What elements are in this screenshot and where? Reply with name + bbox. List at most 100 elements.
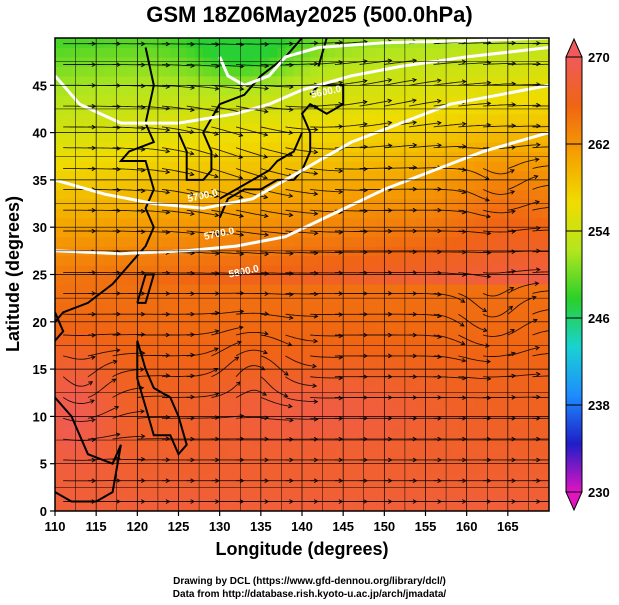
stream-arrow <box>140 433 146 439</box>
streamline <box>186 188 219 198</box>
streamline <box>482 168 515 175</box>
y-tick-label: 45 <box>33 78 47 93</box>
stream-arrow <box>461 121 467 127</box>
stream-arrow <box>288 193 294 198</box>
streamline <box>137 105 170 110</box>
colorbar-tick-label: 246 <box>588 311 610 326</box>
stream-arrow <box>190 107 195 113</box>
coastline <box>219 132 303 200</box>
stream-arrow <box>561 250 565 254</box>
streamline <box>458 147 491 150</box>
stream-arrow <box>214 86 220 91</box>
streamline <box>186 126 219 135</box>
x-tick-label: 120 <box>126 519 148 534</box>
streamline <box>310 251 343 254</box>
streamline <box>285 313 318 317</box>
stream-arrow <box>486 80 492 86</box>
streamline <box>112 168 145 171</box>
stream-arrow <box>510 329 515 334</box>
stream-arrow <box>116 187 121 193</box>
y-axis-label: Latitude (degrees) <box>3 196 23 352</box>
stream-arrow <box>165 148 171 154</box>
streamline <box>161 64 195 67</box>
stream-arrow <box>90 417 96 423</box>
stream-arrow <box>436 98 442 104</box>
y-tick-label: 15 <box>33 362 47 377</box>
stream-arrow <box>460 340 466 346</box>
stream-arrow <box>89 399 95 404</box>
streamline <box>433 80 466 86</box>
stream-arrow <box>535 345 541 351</box>
streamline <box>359 59 392 65</box>
streamline <box>285 334 318 342</box>
streamline <box>458 124 491 128</box>
stream-arrow <box>486 376 492 382</box>
streamline <box>260 168 293 177</box>
stream-arrow <box>561 228 565 232</box>
streamline <box>458 102 491 107</box>
streamline <box>260 417 293 421</box>
stream-arrow <box>140 83 146 89</box>
streamline <box>186 330 219 336</box>
streamline <box>236 209 268 217</box>
stream-arrow <box>190 230 196 236</box>
streamline <box>433 209 466 214</box>
coastline <box>55 396 122 503</box>
stream-arrow <box>459 322 465 327</box>
streamline <box>186 209 219 217</box>
stream-arrow <box>437 143 443 148</box>
streamline <box>458 82 491 86</box>
stream-arrow <box>140 332 146 337</box>
stream-arrow <box>189 191 195 197</box>
stream-arrow <box>289 62 294 68</box>
streamline <box>63 355 96 360</box>
stream-arrow <box>189 171 195 177</box>
height-contour <box>55 131 549 256</box>
streamline <box>235 349 268 357</box>
streamline <box>285 63 318 65</box>
streamline <box>161 188 194 196</box>
streamline <box>458 376 491 380</box>
streamline <box>285 105 318 108</box>
stream-arrow <box>213 173 219 179</box>
streamline <box>260 355 289 376</box>
stream-arrow <box>533 174 539 180</box>
stream-arrow <box>338 395 344 401</box>
streamline <box>112 230 145 233</box>
streamline <box>235 331 268 336</box>
streamline <box>458 313 488 332</box>
y-tick-label: 5 <box>40 457 47 472</box>
streamline <box>310 397 343 399</box>
streamline <box>458 188 490 201</box>
streamline <box>211 326 243 336</box>
streamline <box>137 64 170 66</box>
streamline <box>310 103 343 107</box>
stream-arrow <box>90 355 96 360</box>
streamline <box>87 433 120 440</box>
streamline <box>186 168 219 178</box>
stream-arrow <box>511 40 517 46</box>
chart-title: GSM 18Z06May2025 (500.0hPa) <box>146 2 473 27</box>
stream-arrow <box>561 351 565 355</box>
streamline <box>186 416 219 419</box>
streamline <box>458 209 491 218</box>
stream-arrow <box>214 310 220 316</box>
streamline <box>186 147 219 157</box>
stream-arrow <box>263 331 269 336</box>
streamline <box>384 79 417 86</box>
stream-arrow <box>561 328 565 332</box>
x-tick-label: 140 <box>291 519 313 534</box>
streamline <box>334 168 367 170</box>
stream-arrow <box>461 167 467 172</box>
stream-arrow <box>561 374 565 378</box>
streamline <box>260 292 293 295</box>
stream-arrow <box>140 229 146 235</box>
streamline <box>359 144 392 149</box>
streamline <box>211 84 244 90</box>
stream-arrow <box>561 183 565 187</box>
x-tick-label: 115 <box>86 519 107 534</box>
streamline <box>285 292 318 295</box>
streamline <box>507 346 540 357</box>
streamline <box>285 355 317 367</box>
grid-lines <box>55 38 549 511</box>
